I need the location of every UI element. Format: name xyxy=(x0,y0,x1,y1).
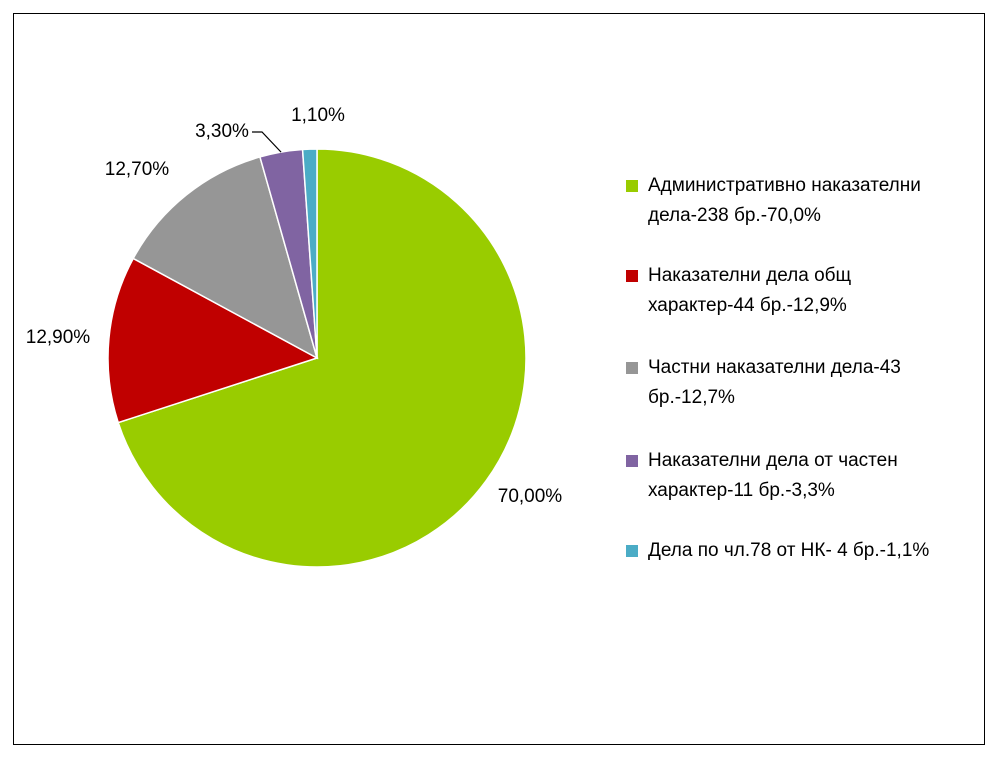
legend-item: Административно наказателни дела-238 бр.… xyxy=(626,171,956,231)
data-label: 12,70% xyxy=(105,159,170,180)
legend-swatch xyxy=(626,455,638,467)
legend-swatch xyxy=(626,180,638,192)
legend-swatch xyxy=(626,362,638,374)
legend-item: Частни наказателни дела-43 бр.-12,7% xyxy=(626,353,956,413)
leader-line xyxy=(252,131,282,153)
legend-item: Дела по чл.78 от НК- 4 бр.-1,1% xyxy=(626,536,956,566)
legend-item: Наказателни дела общ характер-44 бр.-12,… xyxy=(626,261,956,321)
legend-label: Наказателни дела от частен характер-11 б… xyxy=(648,450,898,501)
legend-label: Наказателни дела общ характер-44 бр.-12,… xyxy=(648,265,852,316)
data-label: 70,00% xyxy=(498,486,563,507)
pie-slice xyxy=(301,148,318,359)
data-label: 1,10% xyxy=(291,105,345,126)
legend-swatch xyxy=(626,270,638,282)
data-label: 3,30% xyxy=(195,121,249,142)
pie-slice xyxy=(117,148,527,568)
pie-slice xyxy=(107,257,319,424)
legend-item: Наказателни дела от частен характер-11 б… xyxy=(626,446,956,506)
pie-slice xyxy=(132,156,319,360)
data-label: 12,90% xyxy=(26,327,91,348)
legend-label: Дела по чл.78 от НК- 4 бр.-1,1% xyxy=(648,540,930,561)
legend-swatch xyxy=(626,545,638,557)
legend-label: Частни наказателни дела-43 бр.-12,7% xyxy=(648,357,901,408)
legend-label: Административно наказателни дела-238 бр.… xyxy=(648,175,921,226)
